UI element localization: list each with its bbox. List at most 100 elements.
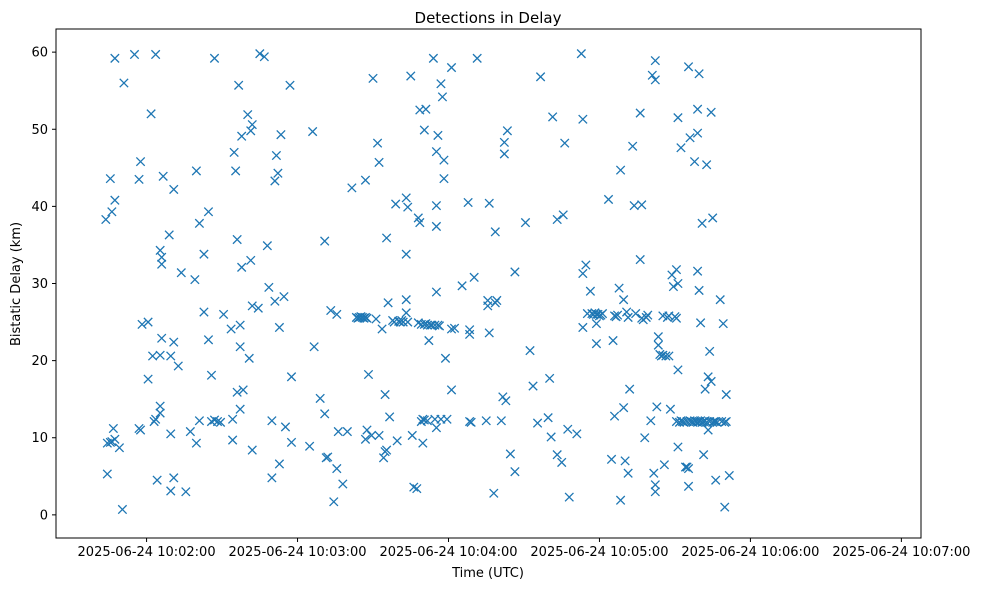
data-point-marker bbox=[673, 278, 683, 289]
data-point-marker bbox=[653, 332, 663, 342]
y-tick-label: 20 bbox=[31, 354, 48, 369]
data-point-marker bbox=[578, 322, 588, 333]
data-point-marker bbox=[206, 370, 217, 380]
data-point-marker bbox=[247, 445, 257, 455]
data-point-marker bbox=[107, 207, 117, 217]
data-point-marker bbox=[286, 372, 297, 382]
data-point-marker bbox=[431, 146, 442, 157]
data-point-marker bbox=[428, 53, 439, 63]
data-point-marker bbox=[692, 128, 703, 138]
data-point-marker bbox=[419, 125, 430, 135]
data-point-marker bbox=[472, 53, 482, 63]
data-point-marker bbox=[647, 70, 657, 80]
data-point-marker bbox=[704, 346, 715, 357]
data-point-marker bbox=[635, 254, 645, 265]
data-point-marker bbox=[629, 200, 639, 211]
data-point-marker bbox=[685, 133, 695, 143]
data-point-marker bbox=[378, 453, 389, 463]
data-point-marker bbox=[108, 423, 119, 434]
data-point-marker bbox=[483, 301, 493, 311]
data-point-marker bbox=[110, 195, 120, 205]
data-point-marker bbox=[422, 320, 433, 330]
data-point-marker bbox=[274, 459, 285, 469]
data-point-marker bbox=[431, 423, 442, 433]
data-point-marker bbox=[446, 324, 457, 334]
data-point-marker bbox=[560, 138, 570, 148]
data-point-marker bbox=[413, 318, 423, 328]
data-point-marker bbox=[280, 422, 291, 432]
data-point-marker bbox=[264, 282, 274, 293]
data-point-marker bbox=[338, 479, 348, 489]
data-point-marker bbox=[360, 434, 371, 444]
data-point-marker bbox=[129, 49, 140, 60]
data-point-marker bbox=[232, 387, 242, 397]
data-point-marker bbox=[692, 104, 703, 114]
data-point-marker bbox=[440, 353, 451, 363]
data-point-marker bbox=[155, 350, 165, 360]
data-point-marker bbox=[603, 194, 614, 205]
data-point-marker bbox=[543, 413, 553, 423]
y-tick-label: 10 bbox=[31, 431, 48, 446]
data-point-marker bbox=[150, 414, 161, 424]
data-point-marker bbox=[621, 307, 632, 317]
data-point-marker bbox=[173, 361, 183, 371]
data-point-marker bbox=[711, 475, 721, 485]
data-point-marker bbox=[157, 259, 167, 269]
chart-title: Detections in Delay bbox=[415, 9, 562, 27]
data-point-marker bbox=[431, 200, 442, 211]
y-tick-label: 0 bbox=[40, 508, 48, 523]
data-point-marker bbox=[464, 329, 475, 340]
data-point-marker bbox=[114, 443, 125, 453]
data-point-marker bbox=[176, 268, 186, 278]
data-point-marker bbox=[615, 495, 626, 505]
data-point-marker bbox=[618, 295, 629, 305]
y-tick-label: 60 bbox=[31, 46, 48, 61]
data-point-marker bbox=[490, 227, 500, 237]
data-point-marker bbox=[673, 365, 683, 375]
data-point-marker bbox=[360, 175, 371, 185]
x-tick-label: 2025-06-24 10:03:00 bbox=[228, 545, 366, 560]
data-point-marker bbox=[650, 480, 660, 490]
data-point-marker bbox=[419, 415, 430, 425]
data-point-marker bbox=[230, 166, 241, 176]
data-point-marker bbox=[238, 385, 248, 395]
data-point-marker bbox=[169, 337, 179, 347]
data-point-marker bbox=[659, 460, 670, 470]
data-points bbox=[101, 49, 734, 515]
data-point-marker bbox=[650, 55, 660, 66]
data-point-marker bbox=[363, 369, 374, 380]
data-point-marker bbox=[496, 416, 506, 426]
data-point-marker bbox=[119, 78, 129, 88]
data-point-marker bbox=[614, 283, 624, 293]
data-point-marker bbox=[392, 436, 402, 446]
x-tick-label: 2025-06-24 10:04:00 bbox=[379, 545, 517, 560]
data-point-marker bbox=[661, 351, 671, 361]
data-point-marker bbox=[446, 62, 457, 73]
data-point-marker bbox=[273, 168, 283, 178]
data-point-marker bbox=[267, 416, 277, 426]
data-point-marker bbox=[703, 372, 713, 382]
data-point-marker bbox=[564, 492, 574, 502]
data-point-marker bbox=[407, 430, 417, 441]
data-point-marker bbox=[489, 488, 499, 498]
data-point-marker bbox=[520, 217, 531, 228]
x-axis-label: Time (UTC) bbox=[451, 566, 524, 581]
data-point-marker bbox=[253, 303, 263, 313]
data-point-marker bbox=[671, 313, 682, 323]
data-point-marker bbox=[270, 296, 280, 306]
data-point-marker bbox=[329, 497, 339, 507]
data-point-marker bbox=[209, 53, 220, 63]
data-point-marker bbox=[528, 381, 538, 391]
data-point-marker bbox=[286, 437, 297, 448]
data-point-marker bbox=[502, 126, 513, 136]
data-point-marker bbox=[259, 52, 269, 62]
data-point-marker bbox=[246, 255, 256, 266]
data-point-marker bbox=[424, 335, 434, 346]
data-point-marker bbox=[398, 317, 408, 327]
data-point-marker bbox=[436, 79, 446, 89]
data-point-marker bbox=[665, 404, 676, 414]
data-point-marker bbox=[697, 218, 707, 229]
data-point-marker bbox=[191, 166, 202, 176]
data-point-marker bbox=[640, 433, 650, 443]
data-point-marker bbox=[505, 449, 516, 459]
